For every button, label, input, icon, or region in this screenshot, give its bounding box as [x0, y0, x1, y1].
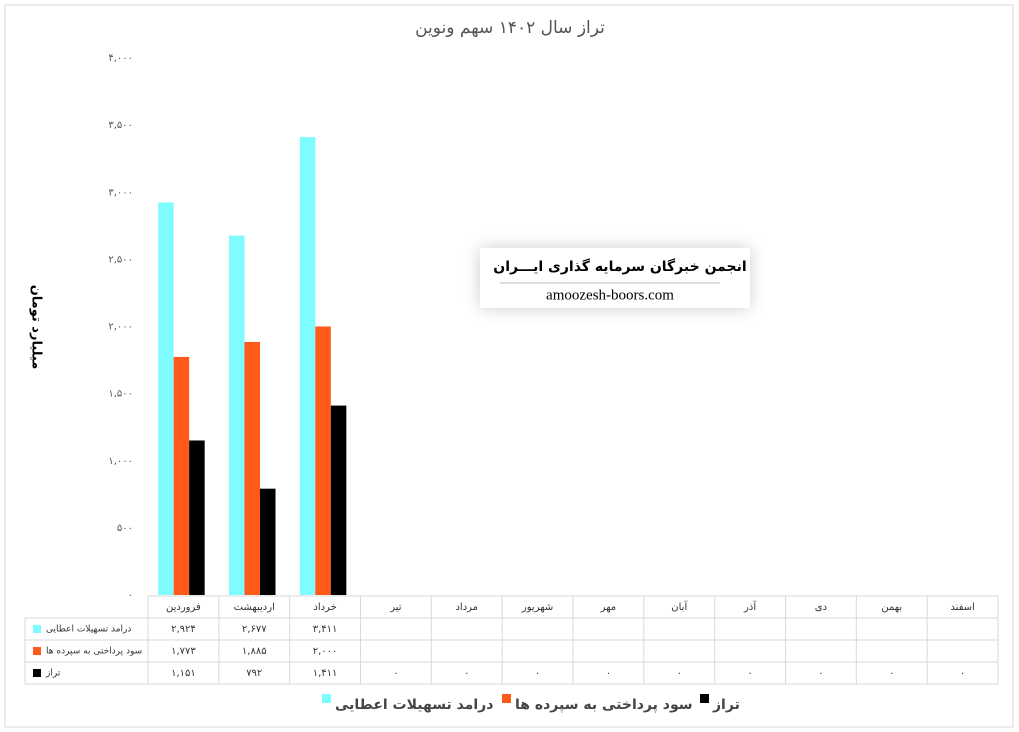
bar	[158, 202, 174, 595]
table-value: ۱,۱۵۱	[171, 668, 196, 679]
table-series-label: تراز	[45, 669, 61, 679]
table-value: ۰	[393, 668, 398, 679]
table-value: ۲,۹۲۴	[171, 624, 196, 635]
table-value: ۰	[960, 668, 965, 679]
x-tick-label: اردیبهشت	[234, 602, 275, 613]
x-tick-label: اسفند	[950, 602, 974, 613]
legend-label: تراز	[712, 697, 740, 713]
table-value: ۱,۴۱۱	[313, 668, 338, 679]
bar	[299, 137, 316, 596]
table-series-label: سود پرداختی به سپرده ها	[46, 647, 142, 657]
x-tick-label: آذر	[743, 600, 757, 613]
y-tick-label: ۱,۵۰۰	[108, 389, 133, 400]
x-tick-label: دی	[815, 602, 827, 613]
table-value: ۰	[818, 668, 823, 679]
table-swatch	[33, 647, 41, 655]
chart-border	[4, 4, 1014, 728]
x-tick-label: شهریور	[521, 602, 553, 613]
table-swatch	[33, 669, 41, 677]
legend-label: سود پرداختی به سپرده ها	[515, 697, 693, 713]
y-axis-title: میلیارد تومان	[29, 285, 44, 370]
y-tick-label: ۳,۰۰۰	[108, 187, 133, 198]
table-swatch	[33, 625, 41, 633]
bar	[244, 341, 260, 595]
watermark-url: amoozesh-boors.com	[546, 287, 674, 303]
bar	[260, 488, 276, 595]
table-value: ۳,۴۱۱	[313, 624, 338, 635]
legend-swatch	[700, 694, 709, 703]
watermark-title: انجمن خبرگان سرمایه گذاری ایـــران	[493, 258, 746, 275]
table-value: ۲,۰۰۰	[313, 646, 338, 657]
bar	[189, 440, 205, 595]
y-tick-label: ۵۰۰	[117, 523, 133, 534]
table-value: ۷۹۲	[246, 668, 262, 679]
bar	[330, 405, 347, 595]
bar	[229, 235, 245, 596]
y-tick-label: ۰	[128, 590, 133, 601]
x-tick-label: تیر	[389, 602, 402, 613]
x-tick-label: مرداد	[455, 602, 478, 613]
table-value: ۱,۸۸۵	[242, 646, 267, 657]
bar	[173, 356, 190, 595]
y-tick-label: ۱,۰۰۰	[108, 456, 133, 467]
legend-swatch	[322, 694, 331, 703]
table-value: ۰	[747, 668, 752, 679]
table-value: ۰	[606, 668, 611, 679]
x-tick-label: خرداد	[313, 602, 336, 613]
x-tick-label: فروردین	[166, 602, 201, 613]
table-value: ۰	[464, 668, 469, 679]
table-value: ۲,۶۷۷	[242, 624, 267, 635]
legend-swatch	[502, 694, 511, 703]
x-tick-label: بهمن	[881, 602, 902, 613]
table-value: ۱,۷۷۳	[171, 646, 196, 657]
watermark-box	[480, 248, 750, 308]
chart-title: تراز سال ۱۴۰۲ سهم ونوین	[415, 18, 605, 38]
bar	[315, 326, 331, 595]
x-tick-label: آبان	[671, 600, 688, 613]
table-series-label: درامد تسهیلات اعطایی	[46, 625, 131, 635]
legend-label: درامد تسهیلات اعطایی	[335, 697, 493, 713]
table-value: ۰	[535, 668, 540, 679]
y-tick-label: ۲,۵۰۰	[108, 254, 133, 265]
table-value: ۰	[677, 668, 682, 679]
y-tick-label: ۲,۰۰۰	[108, 322, 133, 333]
table-value: ۰	[889, 668, 894, 679]
y-tick-label: ۳,۵۰۰	[108, 120, 133, 131]
y-tick-label: ۴,۰۰۰	[108, 53, 133, 64]
x-tick-label: مهر	[600, 602, 616, 613]
